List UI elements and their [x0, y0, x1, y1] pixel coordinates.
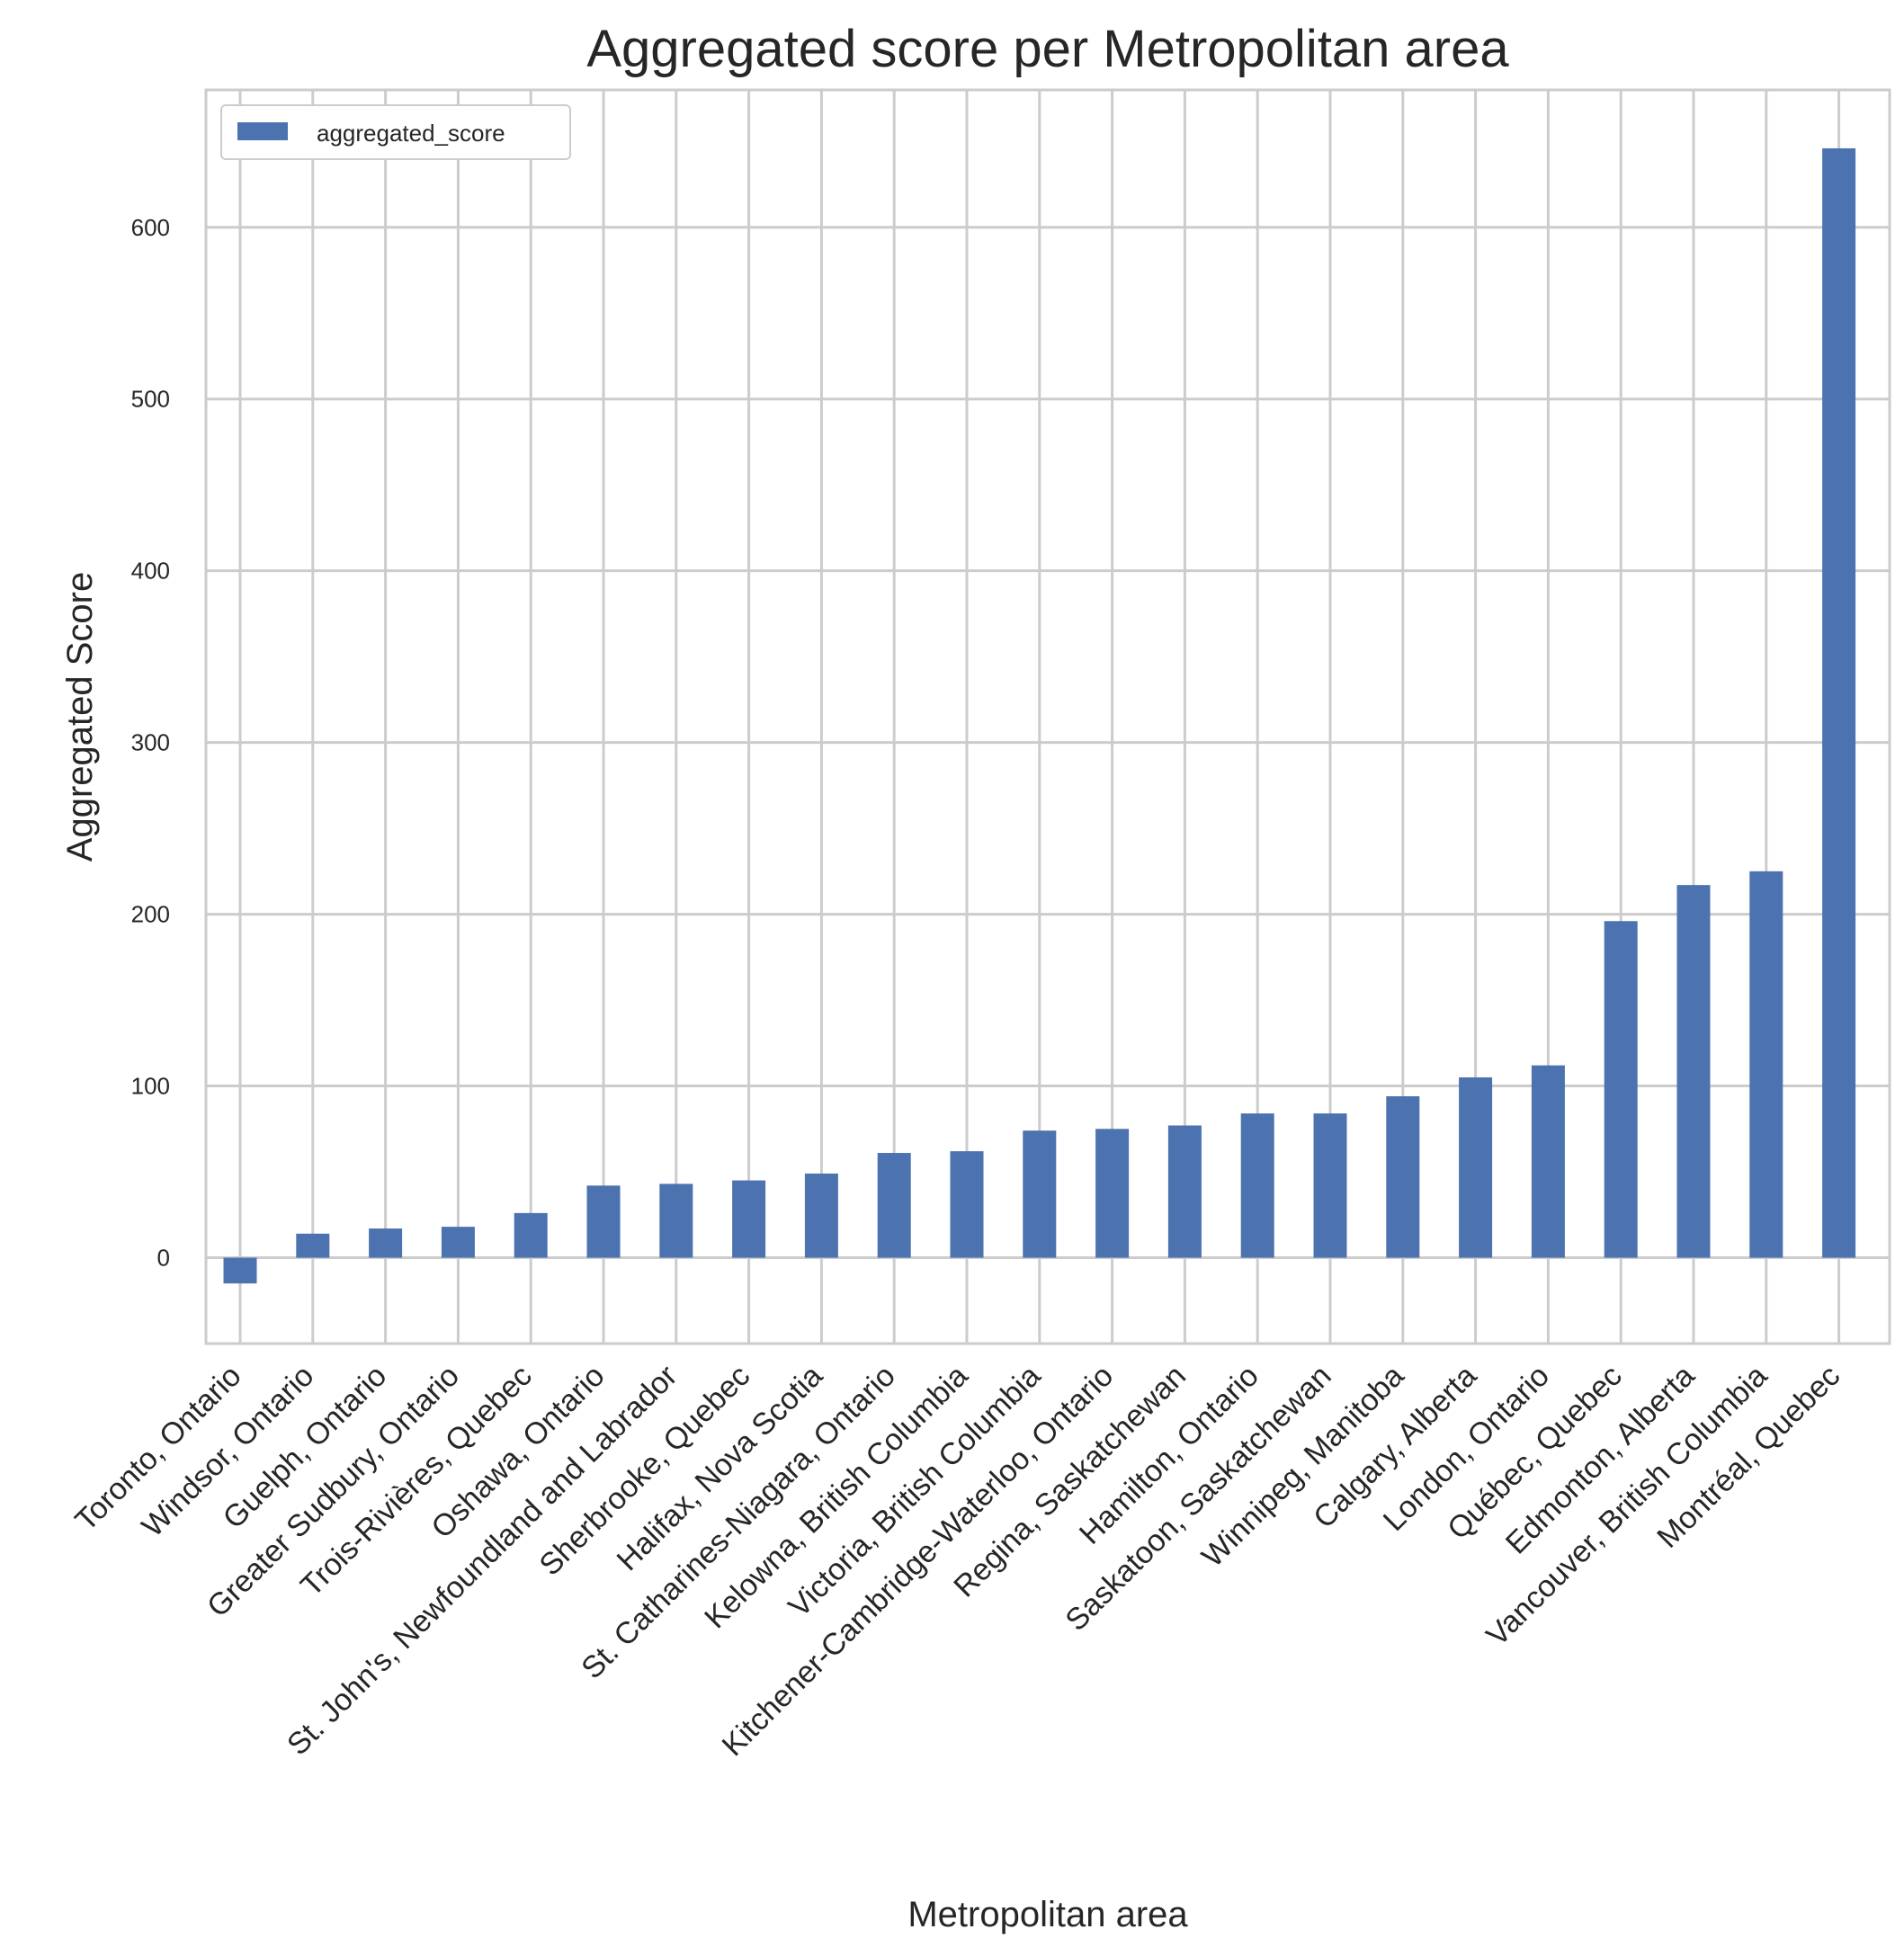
- plot-frame: [204, 88, 1891, 1345]
- legend: aggregated_score: [220, 104, 571, 160]
- bar: [586, 1185, 621, 1258]
- bar: [732, 1180, 766, 1258]
- y-tick-labels: 0 100 200 300 400 500 600: [131, 214, 170, 1272]
- y-tick-label: 400: [131, 558, 170, 585]
- bar: [1531, 1065, 1565, 1258]
- bar: [659, 1183, 693, 1258]
- bar: [1095, 1129, 1130, 1258]
- bar: [1023, 1130, 1057, 1258]
- y-tick-label: 300: [131, 729, 170, 756]
- bar: [514, 1212, 548, 1258]
- bar: [1676, 885, 1711, 1258]
- y-tick-label: 0: [157, 1245, 170, 1272]
- chart-title: Aggregated score per Metropolitan area: [586, 20, 1509, 78]
- bar: [1604, 921, 1638, 1258]
- y-tick-label: 100: [131, 1073, 170, 1100]
- x-axis-label: Metropolitan area: [907, 1895, 1188, 1934]
- bar: [1459, 1077, 1493, 1258]
- bar: [441, 1227, 475, 1258]
- y-tick-label: 600: [131, 214, 170, 241]
- bar: [877, 1153, 911, 1258]
- bar: [1167, 1125, 1202, 1258]
- bar: [1240, 1113, 1274, 1258]
- bar: [1386, 1096, 1420, 1258]
- bar: [950, 1151, 984, 1258]
- bar: [296, 1233, 330, 1258]
- bar: [1313, 1113, 1347, 1258]
- bar: [1749, 871, 1783, 1258]
- bar: [223, 1257, 257, 1284]
- bars: [223, 147, 1856, 1284]
- bar: [369, 1228, 403, 1258]
- bar: [804, 1173, 838, 1258]
- y-axis-label: Aggregated Score: [60, 572, 100, 862]
- legend-entry-aggregated-score: aggregated_score: [317, 120, 505, 147]
- legend-swatch: [237, 122, 288, 140]
- bar: [1822, 147, 1856, 1258]
- y-tick-label: 500: [131, 386, 170, 413]
- y-tick-label: 200: [131, 901, 170, 928]
- legend-box: [220, 104, 571, 160]
